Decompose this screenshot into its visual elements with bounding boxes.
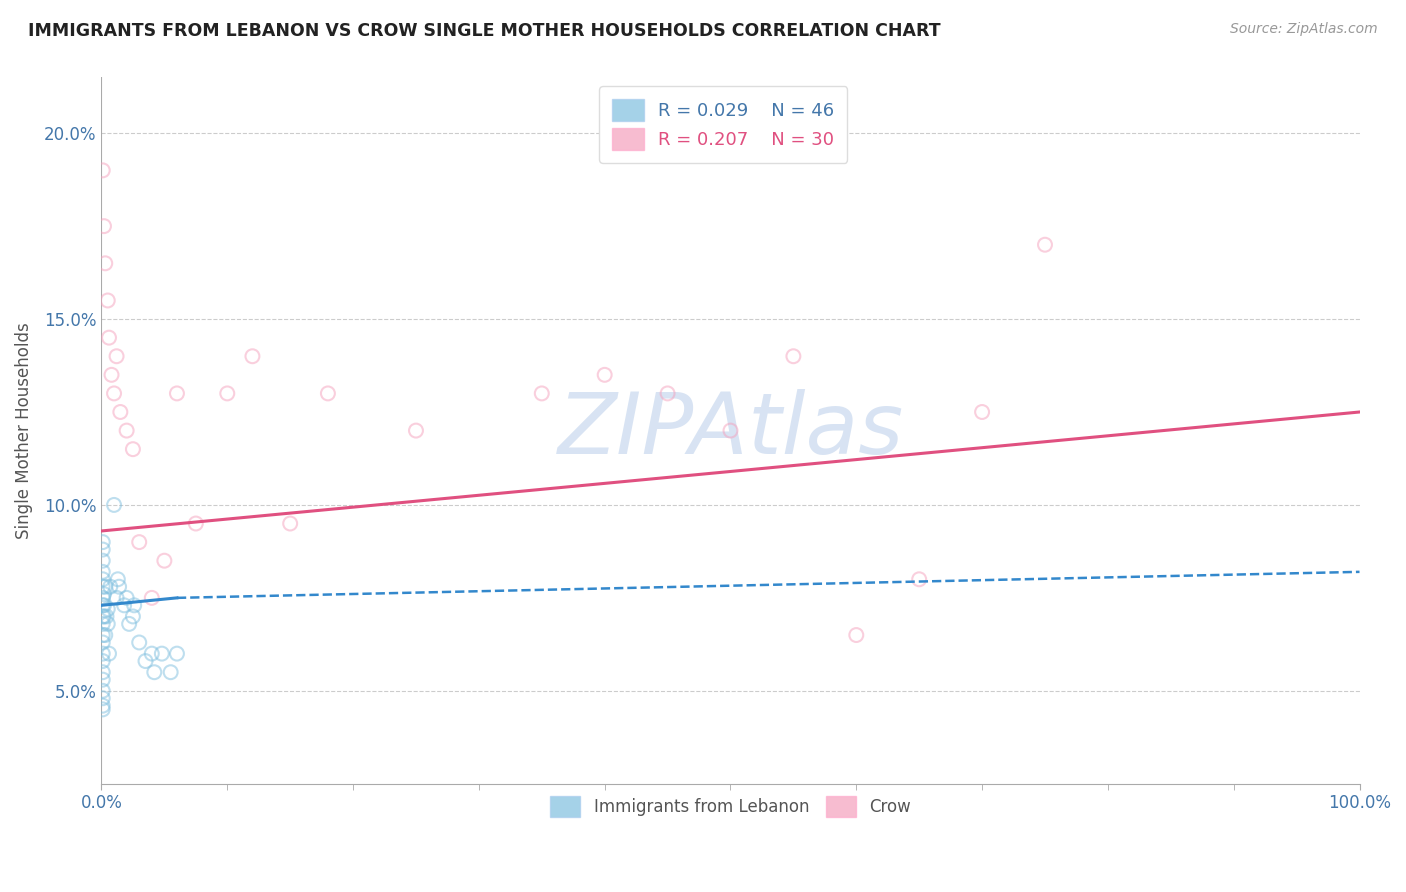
Text: Source: ZipAtlas.com: Source: ZipAtlas.com bbox=[1230, 22, 1378, 37]
Point bbox=[91, 554, 114, 568]
Point bbox=[98, 331, 121, 345]
Point bbox=[217, 386, 239, 401]
Point bbox=[128, 635, 150, 649]
Point bbox=[91, 542, 114, 557]
Point bbox=[91, 535, 114, 549]
Point bbox=[91, 591, 114, 605]
Point bbox=[118, 616, 141, 631]
Point bbox=[91, 609, 114, 624]
Point bbox=[972, 405, 994, 419]
Point bbox=[112, 599, 135, 613]
Point bbox=[91, 665, 114, 680]
Point bbox=[141, 591, 163, 605]
Point bbox=[97, 293, 120, 308]
Point bbox=[91, 565, 114, 579]
Point bbox=[316, 386, 339, 401]
Point bbox=[91, 647, 114, 661]
Point bbox=[845, 628, 868, 642]
Point bbox=[103, 386, 125, 401]
Point bbox=[115, 591, 138, 605]
Point bbox=[91, 616, 114, 631]
Point bbox=[105, 349, 128, 363]
Point bbox=[166, 647, 188, 661]
Point bbox=[105, 591, 128, 605]
Point bbox=[593, 368, 616, 382]
Point bbox=[242, 349, 264, 363]
Point bbox=[1033, 237, 1056, 252]
Point bbox=[405, 424, 427, 438]
Point bbox=[96, 609, 118, 624]
Point bbox=[91, 628, 114, 642]
Point bbox=[122, 599, 145, 613]
Point bbox=[91, 702, 114, 716]
Point bbox=[103, 498, 125, 512]
Point bbox=[184, 516, 207, 531]
Point bbox=[93, 219, 115, 234]
Legend: Immigrants from Lebanon, Crow: Immigrants from Lebanon, Crow bbox=[541, 788, 920, 825]
Text: IMMIGRANTS FROM LEBANON VS CROW SINGLE MOTHER HOUSEHOLDS CORRELATION CHART: IMMIGRANTS FROM LEBANON VS CROW SINGLE M… bbox=[28, 22, 941, 40]
Point bbox=[100, 368, 122, 382]
Point bbox=[107, 572, 129, 586]
Point bbox=[93, 609, 115, 624]
Point bbox=[530, 386, 553, 401]
Point bbox=[91, 580, 114, 594]
Point bbox=[115, 424, 138, 438]
Point bbox=[143, 665, 166, 680]
Point bbox=[91, 683, 114, 698]
Point bbox=[122, 442, 145, 457]
Text: ZIPAtlas: ZIPAtlas bbox=[557, 389, 904, 472]
Point bbox=[98, 580, 121, 594]
Point bbox=[166, 386, 188, 401]
Point bbox=[93, 587, 115, 601]
Point bbox=[98, 647, 121, 661]
Point bbox=[278, 516, 301, 531]
Point bbox=[110, 405, 132, 419]
Point bbox=[657, 386, 679, 401]
Point bbox=[91, 572, 114, 586]
Point bbox=[94, 628, 117, 642]
Point bbox=[134, 654, 156, 668]
Point bbox=[97, 602, 120, 616]
Point bbox=[720, 424, 742, 438]
Point bbox=[153, 554, 176, 568]
Point bbox=[122, 609, 145, 624]
Point bbox=[91, 163, 114, 178]
Point bbox=[91, 673, 114, 687]
Point bbox=[782, 349, 804, 363]
Point bbox=[141, 647, 163, 661]
Point bbox=[159, 665, 181, 680]
Point bbox=[94, 256, 117, 270]
Y-axis label: Single Mother Households: Single Mother Households bbox=[15, 322, 32, 539]
Point bbox=[908, 572, 931, 586]
Point bbox=[94, 580, 117, 594]
Point bbox=[91, 691, 114, 706]
Point bbox=[91, 635, 114, 649]
Point bbox=[97, 616, 120, 631]
Point bbox=[93, 599, 115, 613]
Point bbox=[128, 535, 150, 549]
Point bbox=[150, 647, 173, 661]
Point bbox=[108, 580, 131, 594]
Point bbox=[91, 654, 114, 668]
Point bbox=[91, 698, 114, 713]
Point bbox=[91, 599, 114, 613]
